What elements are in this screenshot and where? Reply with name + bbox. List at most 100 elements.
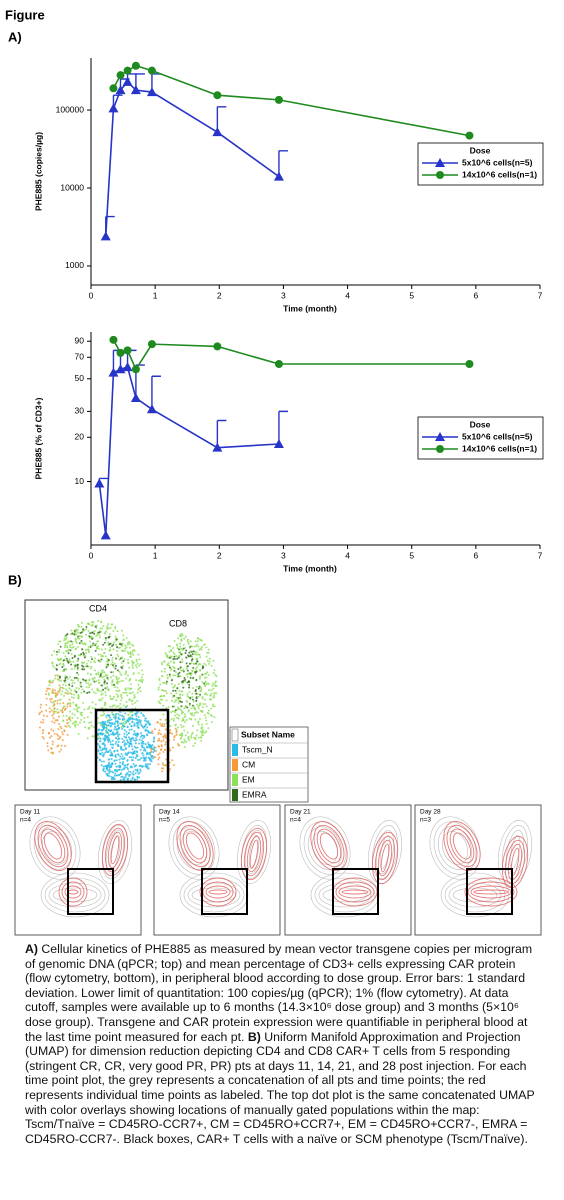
umap-dot [54, 677, 57, 680]
umap-dot [50, 697, 53, 700]
umap-dot [66, 733, 69, 736]
umap-dot [107, 627, 110, 630]
umap-dot [121, 755, 124, 758]
umap-dot [74, 665, 77, 668]
y-axis-title: PHE885 (copies/µg) [33, 132, 43, 211]
umap-dot [129, 771, 132, 774]
umap-dot [124, 706, 127, 709]
umap-dot [118, 718, 121, 721]
umap-dot [189, 674, 192, 677]
umap-dot [117, 753, 120, 756]
umap-dot [177, 668, 180, 671]
umap-dot [97, 679, 100, 682]
umap-dot [119, 773, 122, 776]
umap-dot [129, 683, 132, 686]
umap-dot [116, 669, 119, 672]
umap-dot [161, 761, 164, 764]
umap-dot [187, 641, 190, 644]
umap-dot [211, 703, 214, 706]
umap-dot [102, 688, 105, 691]
legend-label: 5x10^6 cells(n=5) [462, 431, 533, 441]
umap-dot [117, 744, 120, 747]
umap-dot [201, 731, 204, 734]
umap-dot [168, 650, 171, 653]
umap-dot [111, 659, 114, 662]
umap-dot [173, 669, 176, 672]
umap-dot [138, 758, 141, 761]
umap-dot [102, 732, 105, 735]
umap-dot [70, 679, 73, 682]
marker [108, 367, 119, 377]
umap-dot [154, 756, 157, 759]
umap-dot [123, 743, 126, 746]
umap-dot [114, 753, 117, 756]
umap-dot [113, 774, 116, 777]
umap-dot [141, 681, 144, 684]
umap-dot [201, 681, 204, 684]
umap-dot [196, 637, 199, 640]
umap-dot [52, 701, 55, 704]
umap-dot [134, 664, 137, 667]
umap-dot [170, 711, 173, 714]
umap-dot [178, 714, 181, 717]
umap-dot [159, 718, 162, 721]
umap-dot [63, 705, 66, 708]
marker [100, 231, 111, 241]
umap-dot [132, 653, 135, 656]
legend-swatch [232, 744, 238, 756]
umap-dot [73, 676, 76, 679]
umap-dot [65, 719, 68, 722]
umap-dot [123, 722, 126, 725]
umap-dot [94, 649, 97, 652]
umap-dot [174, 709, 177, 712]
umap-dot [116, 738, 119, 741]
umap-dot [71, 685, 74, 688]
umap-dot [67, 652, 70, 655]
umap-dot [124, 773, 127, 776]
umap-dot [195, 699, 198, 702]
contour-red [446, 824, 478, 868]
umap-dot [170, 679, 173, 682]
umap-dot [100, 620, 103, 623]
umap-dot [98, 698, 101, 701]
umap-dot [122, 660, 125, 663]
umap-dot [186, 731, 189, 734]
contour-red [338, 885, 372, 899]
day-label: Day 28 [420, 809, 441, 816]
umap-dot [171, 705, 174, 708]
umap-dot [111, 713, 114, 716]
x-tick-label: 0 [89, 290, 94, 300]
umap-dot [133, 696, 136, 699]
umap-dot [119, 779, 122, 782]
umap-dot [204, 685, 207, 688]
umap-dot [177, 637, 180, 640]
umap-dot [91, 637, 94, 640]
umap-dot [106, 676, 109, 679]
marker [122, 76, 133, 86]
umap-dot [72, 660, 75, 663]
umap-dot [107, 729, 110, 732]
legend-label: EM [242, 774, 255, 784]
umap-dot [115, 638, 118, 641]
umap-dot [53, 732, 56, 735]
umap-dot [94, 669, 97, 672]
umap-dot [45, 690, 48, 693]
umap-dot [157, 758, 160, 761]
umap-dot [211, 684, 214, 687]
umap-dot [141, 737, 144, 740]
umap-dot [56, 650, 59, 653]
umap-dot [210, 692, 213, 695]
umap-dot [109, 676, 112, 679]
umap-dot [90, 621, 93, 624]
umap-dot [125, 646, 128, 649]
umap-dot [112, 674, 115, 677]
marker [274, 360, 283, 369]
umap-dot [118, 677, 121, 680]
umap-dot [103, 671, 106, 674]
umap-dot [110, 733, 113, 736]
umap-dot [173, 657, 176, 660]
x-tick-label: 1 [153, 550, 158, 560]
umap-dot [83, 708, 86, 711]
umap-dot [153, 746, 156, 749]
umap-dot [111, 684, 114, 687]
